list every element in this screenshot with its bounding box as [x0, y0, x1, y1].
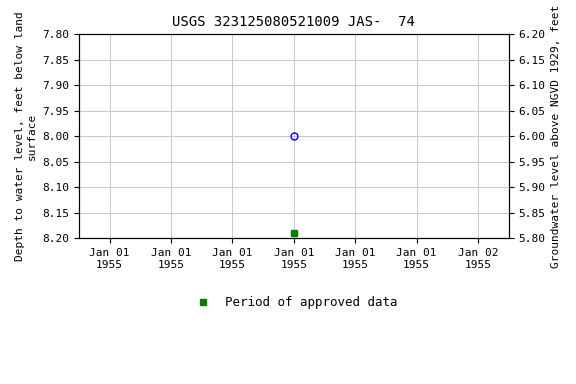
Y-axis label: Groundwater level above NGVD 1929, feet: Groundwater level above NGVD 1929, feet [551, 5, 561, 268]
Legend: Period of approved data: Period of approved data [185, 291, 403, 314]
Y-axis label: Depth to water level, feet below land
surface: Depth to water level, feet below land su… [15, 12, 37, 261]
Title: USGS 323125080521009 JAS-  74: USGS 323125080521009 JAS- 74 [172, 15, 415, 29]
